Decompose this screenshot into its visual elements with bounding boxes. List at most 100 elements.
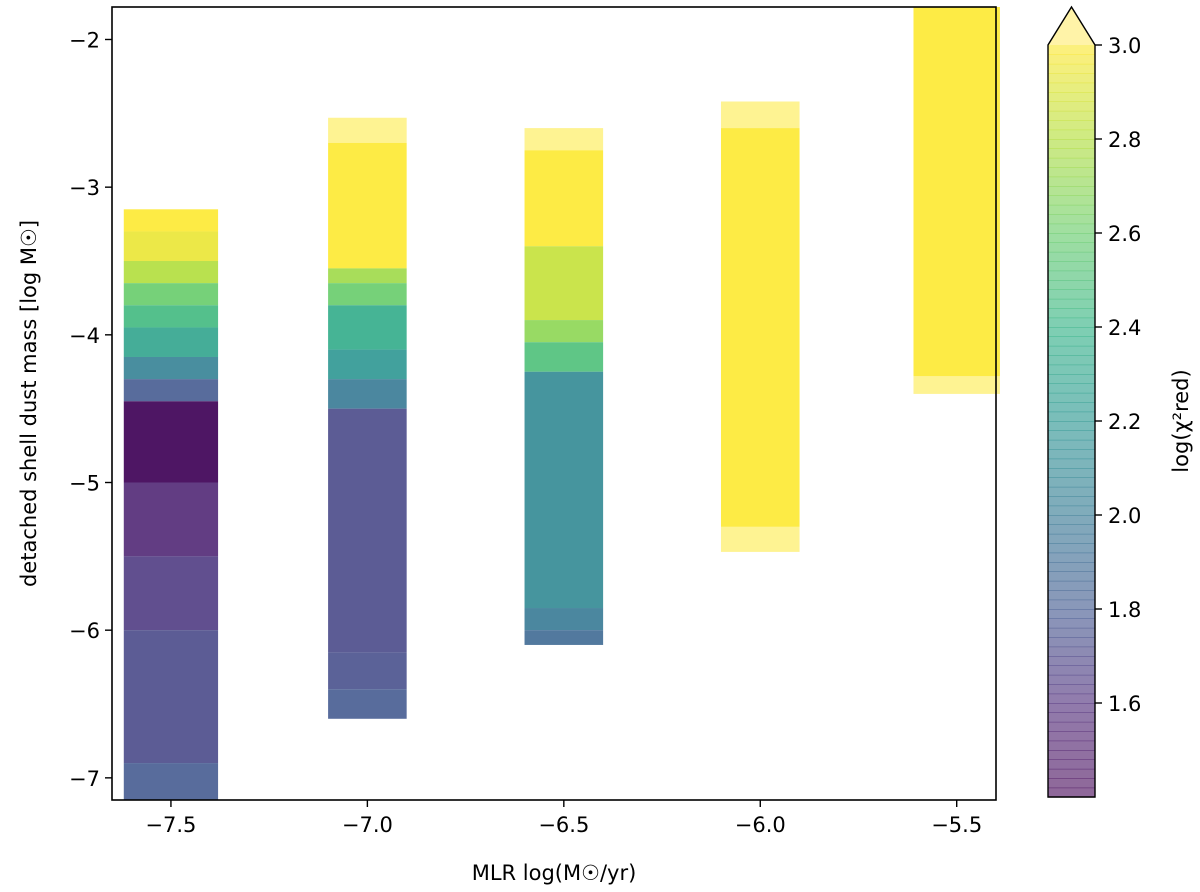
- colorbar-segment: [1048, 496, 1095, 507]
- colorbar-segment: [1048, 251, 1095, 262]
- colorbar-segment: [1048, 721, 1095, 732]
- colorbar: [1047, 5, 1096, 798]
- heatmap-cell: [913, 7, 1000, 377]
- colorbar-segment: [1048, 101, 1095, 112]
- colorbar-segment: [1048, 552, 1095, 563]
- y-axis-ticks: −7 −6 −5 −4 −3 −2: [69, 28, 112, 791]
- colorbar-segment: [1048, 759, 1095, 770]
- x-tick-label: −7.0: [342, 813, 393, 837]
- heatmap-cell: [123, 630, 219, 764]
- colorbar-segment: [1048, 327, 1095, 337]
- heatmap-cell: [524, 608, 604, 631]
- y-tick-label: −2: [69, 28, 100, 52]
- colorbar-tick-label: 2.6: [1108, 222, 1141, 246]
- colorbar-segment: [1048, 308, 1095, 319]
- colorbar-segment: [1048, 139, 1095, 149]
- colorbar-segment: [1048, 92, 1095, 102]
- colorbar-segment: [1048, 449, 1095, 460]
- colorbar-segment: [1048, 618, 1095, 629]
- colorbar-segment: [1048, 505, 1095, 516]
- colorbar-ticks: 1.6 1.8 2.0 2.2 2.4 2.6 2.8 3.0: [1095, 34, 1141, 716]
- colorbar-segment: [1048, 157, 1095, 168]
- colorbar-segment: [1048, 148, 1095, 159]
- y-tick-label: −7: [69, 767, 100, 791]
- colorbar-segment: [1048, 684, 1095, 695]
- heatmap-cell: [720, 128, 800, 527]
- heatmap-cell: [123, 556, 219, 631]
- heatmap-cell: [123, 209, 219, 232]
- heatmap-cell: [328, 305, 407, 350]
- colorbar-segment: [1048, 637, 1095, 648]
- colorbar-segment: [1048, 242, 1095, 253]
- heatmap-cell: [123, 401, 219, 483]
- colorbar-segment: [1048, 665, 1095, 676]
- mlr-column: [524, 128, 604, 645]
- colorbar-segment: [1048, 54, 1095, 65]
- x-axis-label: MLR log(M☉/yr): [472, 861, 637, 885]
- mlr-column: [720, 101, 800, 552]
- colorbar-segment: [1048, 430, 1095, 441]
- colorbar-segment: [1048, 571, 1095, 582]
- colorbar-segment: [1048, 73, 1095, 84]
- heatmap-cell: [720, 101, 800, 129]
- colorbar-segment: [1048, 270, 1095, 281]
- heatmap-cell: [328, 652, 407, 690]
- x-tick-label: −6.0: [735, 813, 786, 837]
- colorbar-segment: [1048, 562, 1095, 572]
- colorbar-segment: [1048, 731, 1095, 742]
- heatmap-cell: [123, 305, 219, 328]
- y-tick-label: −3: [69, 176, 100, 200]
- heatmap-cell: [328, 408, 407, 653]
- heatmap-cell: [328, 117, 407, 143]
- heatmap-cell: [524, 342, 604, 372]
- heatmap-cell: [524, 320, 604, 343]
- colorbar-segment: [1048, 364, 1095, 375]
- colorbar-segment: [1048, 233, 1095, 243]
- mlr-column: [328, 117, 407, 719]
- colorbar-segment: [1048, 477, 1095, 488]
- colorbar-segment: [1048, 609, 1095, 619]
- colorbar-segment: [1048, 186, 1095, 196]
- colorbar-segment: [1048, 45, 1095, 55]
- colorbar-tick-label: 2.4: [1108, 316, 1141, 340]
- mlr-column: [913, 7, 1000, 394]
- colorbar-segment: [1048, 355, 1095, 366]
- heatmap-cell: [720, 526, 800, 552]
- heatmap-cell: [123, 763, 219, 800]
- colorbar-segment: [1048, 374, 1095, 384]
- heatmap-cell: [524, 630, 604, 645]
- colorbar-segment: [1048, 402, 1095, 413]
- y-tick-label: −5: [69, 472, 100, 496]
- colorbar-segment: [1048, 787, 1095, 798]
- colorbar-label: log(χ²red): [1169, 369, 1193, 472]
- heatmap-cell: [524, 371, 604, 609]
- colorbar-segment: [1048, 515, 1095, 525]
- colorbar-segment: [1048, 439, 1095, 450]
- colorbar-segment: [1048, 204, 1095, 215]
- colorbar-segment: [1048, 421, 1095, 431]
- colorbar-segment: [1048, 693, 1095, 704]
- colorbar-segment: [1048, 458, 1095, 469]
- heatmap-cell: [123, 327, 219, 357]
- colorbar-segment: [1048, 167, 1095, 178]
- colorbar-segment: [1048, 195, 1095, 206]
- colorbar-segment: [1048, 63, 1095, 74]
- colorbar-segment: [1048, 129, 1095, 140]
- colorbar-segment: [1048, 599, 1095, 610]
- colorbar-tick-label: 1.8: [1108, 598, 1141, 622]
- colorbar-segment: [1048, 383, 1095, 394]
- colorbar-segment: [1048, 411, 1095, 422]
- heatmap-cell: [123, 231, 219, 261]
- colorbar-extend-arrow: [1048, 7, 1095, 45]
- colorbar-segment: [1048, 120, 1095, 131]
- colorbar-segment: [1048, 646, 1095, 657]
- heatmap-cell: [524, 128, 604, 151]
- heatmap-cell: [328, 283, 407, 306]
- x-axis-ticks: −7.5 −7.0 −6.5 −6.0 −5.5: [145, 800, 982, 837]
- colorbar-segment: [1048, 712, 1095, 723]
- colorbar-segment: [1048, 703, 1095, 713]
- colorbar-segment: [1048, 778, 1095, 789]
- plot-cells: [123, 7, 1000, 800]
- colorbar-segment: [1048, 524, 1095, 535]
